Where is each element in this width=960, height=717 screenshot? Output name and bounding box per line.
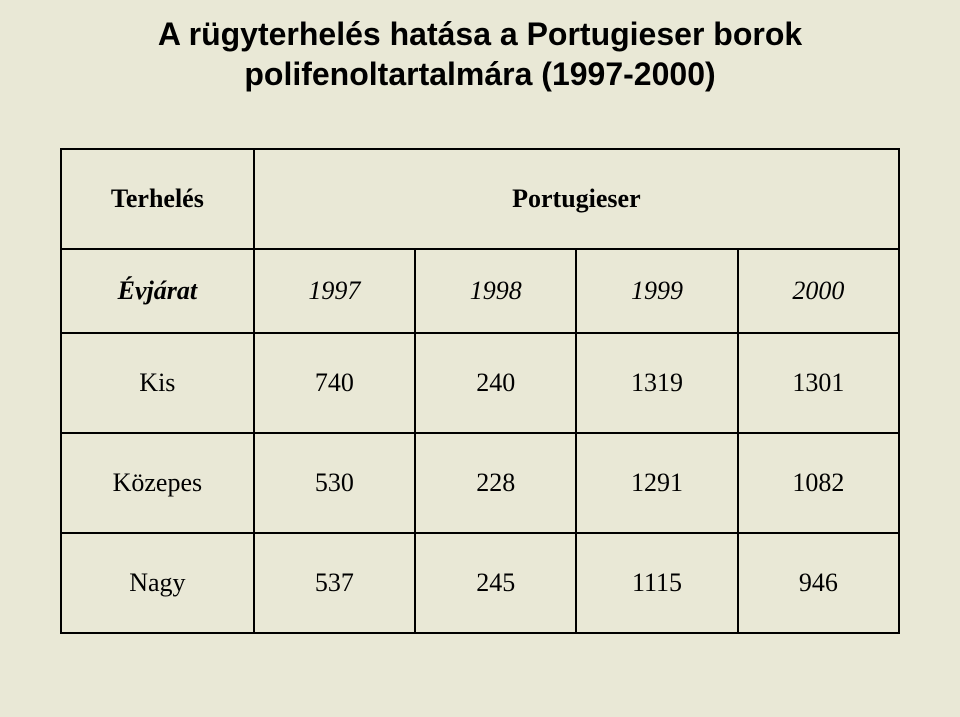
table-row: Nagy 537 245 1115 946 xyxy=(61,533,899,633)
value-cell: 946 xyxy=(738,533,899,633)
row-label: Nagy xyxy=(61,533,254,633)
data-table-wrap: Terhelés Portugieser Évjárat 1997 1998 1… xyxy=(60,148,900,634)
value-cell: 1115 xyxy=(576,533,737,633)
value-cell: 240 xyxy=(415,333,576,433)
table-row: Kis 740 240 1319 1301 xyxy=(61,333,899,433)
value-cell: 245 xyxy=(415,533,576,633)
value-cell: 1082 xyxy=(738,433,899,533)
slide-title: A rügyterhelés hatása a Portugieser boro… xyxy=(0,0,960,94)
value-cell: 537 xyxy=(254,533,415,633)
row-label: Kis xyxy=(61,333,254,433)
header-span: Portugieser xyxy=(254,149,899,249)
title-line-2: polifenoltartalmára (1997-2000) xyxy=(244,56,715,92)
value-cell: 1301 xyxy=(738,333,899,433)
table-row: Terhelés Portugieser xyxy=(61,149,899,249)
slide: A rügyterhelés hatása a Portugieser boro… xyxy=(0,0,960,717)
data-table: Terhelés Portugieser Évjárat 1997 1998 1… xyxy=(60,148,900,634)
vintage-label: Évjárat xyxy=(61,249,254,333)
row-label: Közepes xyxy=(61,433,254,533)
value-cell: 1319 xyxy=(576,333,737,433)
table-row: Közepes 530 228 1291 1082 xyxy=(61,433,899,533)
value-cell: 530 xyxy=(254,433,415,533)
year-cell: 2000 xyxy=(738,249,899,333)
year-cell: 1997 xyxy=(254,249,415,333)
title-line-1: A rügyterhelés hatása a Portugieser boro… xyxy=(158,16,802,52)
value-cell: 228 xyxy=(415,433,576,533)
year-cell: 1999 xyxy=(576,249,737,333)
value-cell: 1291 xyxy=(576,433,737,533)
header-label: Terhelés xyxy=(61,149,254,249)
table-row: Évjárat 1997 1998 1999 2000 xyxy=(61,249,899,333)
year-cell: 1998 xyxy=(415,249,576,333)
value-cell: 740 xyxy=(254,333,415,433)
